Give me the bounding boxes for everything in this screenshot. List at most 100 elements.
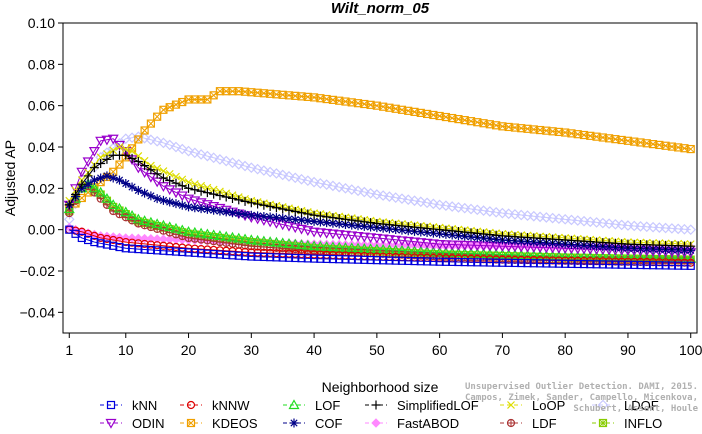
data-point: [227, 208, 237, 218]
data-point: [113, 202, 126, 213]
x-tick-label: 60: [432, 342, 448, 358]
data-point: [170, 141, 182, 153]
data-point: [308, 176, 320, 188]
data-point: [178, 247, 187, 257]
data-point: [296, 173, 307, 185]
data-point: [446, 240, 458, 251]
data-point: [578, 215, 590, 227]
data-point: [278, 213, 288, 223]
data-point: [157, 219, 169, 230]
data-point: [297, 254, 306, 263]
data-point: [107, 199, 119, 209]
data-point: [303, 209, 313, 219]
legend-marker: [289, 418, 299, 428]
data-point: [233, 159, 245, 170]
data-point: [372, 218, 382, 228]
legend-marker: [105, 418, 117, 429]
data-point: [321, 179, 332, 190]
data-point: [140, 188, 150, 198]
data-point: [77, 233, 86, 243]
data-point: [202, 204, 212, 214]
data-point: [196, 204, 206, 214]
data-point: [284, 205, 294, 215]
data-point: [96, 233, 105, 243]
data-point: [567, 259, 576, 268]
data-point: [491, 230, 501, 240]
data-point: [353, 221, 363, 231]
data-point: [352, 185, 364, 197]
data-point: [165, 247, 174, 256]
data-point: [322, 218, 332, 228]
data-point: [390, 192, 402, 203]
data-point: [214, 230, 226, 240]
data-point: [115, 242, 124, 252]
data-point: [416, 223, 426, 233]
data-point: [496, 248, 508, 259]
data-point: [296, 224, 308, 235]
data-point: [127, 238, 137, 247]
data-point: [572, 215, 584, 226]
data-point: [184, 202, 194, 212]
y-tick-label: −0.04: [20, 304, 56, 320]
data-point: [201, 200, 213, 210]
data-point: [140, 245, 149, 254]
data-point: [427, 239, 439, 250]
data-point: [427, 246, 439, 257]
data-point: [384, 220, 394, 230]
legend-item-knnw: kNNW: [180, 398, 250, 413]
x-tick-label: 50: [369, 342, 385, 358]
data-point: [291, 253, 300, 263]
data-point: [592, 260, 601, 269]
legend-marker: [507, 401, 515, 409]
data-point: [165, 197, 175, 207]
data-point: [315, 178, 326, 189]
data-point: [402, 194, 414, 206]
data-point: [152, 194, 162, 204]
data-point: [176, 224, 188, 235]
x-axis-label: Neighborhood size: [322, 379, 439, 395]
data-point: [114, 175, 124, 185]
data-point: [485, 230, 495, 240]
data-point: [189, 226, 201, 237]
legend-marker: [371, 418, 381, 428]
watermark: Unsupervised Outlier Detection. DAMI, 20…: [440, 382, 698, 415]
data-point: [121, 237, 130, 247]
data-point: [158, 137, 169, 149]
legend-item-loop: LoOP: [500, 398, 565, 413]
data-point: [246, 210, 256, 220]
data-point: [208, 202, 220, 212]
data-point: [447, 226, 457, 236]
y-axis: −0.04 −0.02 0.00 0.02 0.04 0.06 0.08 0.10: [20, 15, 63, 320]
data-point: [327, 229, 339, 240]
data-point: [266, 253, 275, 262]
data-point: [253, 211, 263, 221]
data-point: [308, 227, 320, 238]
data-point: [127, 153, 137, 163]
data-point: [76, 167, 88, 178]
y-tick-label: 0.02: [28, 180, 55, 196]
data-point: [297, 208, 307, 218]
data-point: [321, 241, 333, 251]
data-point: [322, 212, 332, 222]
data-point: [227, 157, 238, 169]
data-point: [492, 258, 501, 267]
data-point: [510, 258, 520, 268]
data-point: [152, 234, 162, 244]
legend-marker: [186, 400, 196, 410]
data-point: [158, 195, 168, 205]
data-point: [220, 230, 232, 241]
data-point: [240, 252, 250, 261]
data-point: [101, 192, 113, 203]
data-point: [202, 188, 212, 198]
data-point: [64, 200, 74, 210]
data-point: [586, 260, 595, 269]
data-point: [259, 252, 268, 262]
data-point: [509, 249, 521, 259]
data-point: [102, 240, 112, 249]
data-point: [102, 171, 112, 181]
data-point: [347, 215, 357, 225]
data-point: [252, 163, 263, 175]
data-point: [226, 231, 239, 242]
data-point: [264, 236, 276, 246]
